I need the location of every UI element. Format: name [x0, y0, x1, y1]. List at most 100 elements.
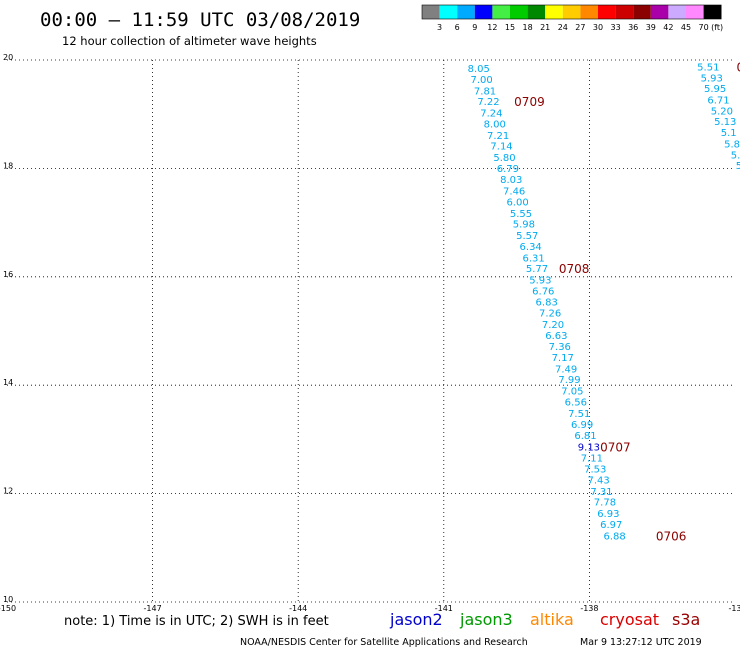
wave-height-point: 6.71 [707, 96, 729, 107]
legend-label: 33 [611, 23, 621, 32]
x-tick-label: -144 [289, 604, 307, 613]
wave-height-point: 7.20 [542, 320, 564, 331]
y-tick-label: 18 [3, 161, 13, 170]
legend-label: 24 [558, 23, 568, 32]
wave-height-point: 7.14 [490, 142, 512, 153]
wave-height-point: 5.57 [516, 231, 538, 242]
wave-height-point: 7.26 [539, 309, 561, 320]
footer-note: note: 1) Time is in UTC; 2) SWH is in fe… [64, 614, 329, 629]
chart-title: 00:00 — 11:59 UTC 03/08/2019 [40, 9, 360, 31]
legend-swatch [439, 5, 458, 19]
legend-swatch [703, 5, 722, 19]
y-tick-label: 10 [3, 595, 13, 604]
wave-height-point: 7.78 [594, 498, 616, 509]
wave-height-point: 5 [736, 161, 740, 172]
wave-height-point: 7.43 [587, 476, 609, 487]
x-tick-label: -138 [580, 604, 598, 613]
wave-height-point: 5.80 [493, 153, 515, 164]
chart-subtitle: 12 hour collection of altimeter wave hei… [62, 34, 317, 48]
time-label: 0706 [656, 529, 687, 543]
wave-height-point: 5.51 [697, 63, 719, 74]
wave-height-point: 7.53 [584, 465, 606, 476]
wave-height-point: 6.34 [520, 242, 542, 253]
wave-height-point: 6.79 [497, 164, 519, 175]
legend-label: 42 [663, 23, 673, 32]
y-tick-label: 16 [3, 270, 13, 279]
legend-swatch [474, 5, 493, 19]
wave-height-point: 7.31 [590, 487, 612, 498]
wave-height-point: 8.00 [484, 119, 506, 130]
legend-swatch [545, 5, 563, 19]
wave-height-point: 7.81 [474, 86, 496, 97]
legend-unit: (ft) [711, 23, 723, 32]
time-label: 0708 [559, 262, 590, 276]
legend-swatch [562, 5, 581, 19]
wave-height-point: 7.49 [555, 364, 577, 375]
wave-height-point: 7.51 [568, 409, 590, 420]
wave-height-point: 6.76 [532, 286, 554, 297]
wave-height-point: 5.55 [510, 209, 532, 220]
wave-height-point: 5.1 [721, 128, 737, 139]
wave-height-point: 6.97 [600, 520, 622, 531]
legend-label: 45 [681, 23, 691, 32]
grid-lines [7, 59, 735, 603]
color-scale-legend: 3 6 9 12 15 18 21 24 27 30 33 36 39 42 45 70 (ft) [421, 4, 723, 32]
legend-swatch [633, 5, 651, 19]
wave-height-point: 5.13 [714, 117, 736, 128]
satellite-jason2: jason2 [389, 610, 443, 629]
time-label: 0707 [600, 440, 631, 454]
legend-swatch [668, 5, 686, 19]
wave-height-point: 7.00 [471, 75, 493, 86]
wave-height-point: 5.93 [701, 73, 723, 84]
wave-height-point: 6.93 [597, 509, 619, 520]
wave-height-point: 9.13 [578, 442, 600, 453]
wave-height-point: 7.46 [503, 187, 525, 198]
wave-height-point: 8.03 [500, 175, 522, 186]
satellite-altika: altika [530, 610, 574, 629]
legend-label: 12 [487, 23, 497, 32]
legend-swatch [457, 5, 475, 19]
y-tick-label: 20 [3, 53, 13, 62]
wave-height-point: 7.17 [552, 353, 574, 364]
wave-height-point: 7.24 [480, 109, 502, 120]
legend-label: 39 [646, 23, 656, 32]
x-tick-label: -141 [435, 604, 453, 613]
y-tick-label: 14 [3, 378, 13, 387]
wave-height-point: 7.99 [558, 375, 580, 386]
legend-label: 15 [505, 23, 515, 32]
wave-height-point: 5.95 [704, 84, 726, 95]
time-label: 0 [736, 61, 740, 75]
wave-height-point: 7.22 [477, 97, 499, 108]
legend-swatch [580, 5, 598, 19]
satellite-jason3: jason3 [459, 610, 513, 629]
x-tick-label: -13 [728, 604, 740, 613]
wave-height-point: 6.56 [565, 397, 587, 408]
wave-height-point: 6.00 [506, 197, 528, 208]
legend-label: 3 [437, 23, 442, 32]
wave-height-point: 5.77 [526, 264, 548, 275]
wave-height-point: 6.88 [604, 531, 626, 542]
wave-height-point: 7.21 [487, 131, 509, 142]
y-axis-ticks: 10 12 14 16 18 20 [3, 53, 13, 604]
satellite-s3a: s3a [672, 610, 700, 629]
wave-height-point: 5.93 [529, 276, 551, 287]
wave-height-point: 5.98 [513, 220, 535, 231]
wave-height-point: 5.8 [724, 139, 740, 150]
wave-height-point: 6.81 [574, 431, 596, 442]
credit-left: NOAA/NESDIS Center for Satellite Applica… [240, 637, 528, 648]
wave-height-point: 8.05 [468, 64, 490, 75]
legend-swatch [615, 5, 634, 19]
time-label: 0709 [514, 95, 545, 109]
legend-label: 27 [575, 23, 585, 32]
wave-height-point: 7.05 [561, 387, 583, 398]
x-axis-ticks: -150 -147 -144 -141 -138 -13 [0, 604, 740, 613]
legend-swatch [492, 5, 510, 19]
wave-height-point: 6.99 [571, 420, 593, 431]
wave-height-point: 7.11 [581, 453, 603, 464]
satellite-cryosat: cryosat [600, 610, 659, 629]
legend-label: 18 [523, 23, 533, 32]
legend-swatch [598, 5, 616, 19]
legend-swatch [650, 5, 669, 19]
legend-label: 36 [628, 23, 638, 32]
